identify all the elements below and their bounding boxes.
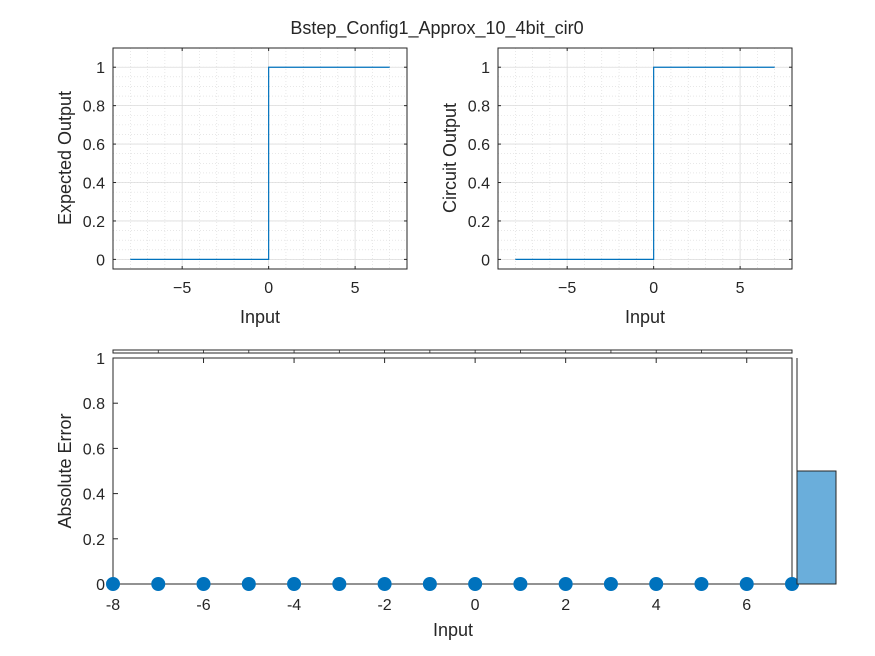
y-tick-label: 0.2 [83,532,105,549]
y-tick-label: 0 [481,252,490,269]
expected-output-step-line [130,66,390,260]
error-point [422,577,437,591]
error-histogram-bars [796,470,837,585]
x-tick-label: 2 [561,597,570,614]
y-tick-label: 1 [96,351,105,368]
expected-output-plot-box [112,47,408,270]
error-point [558,577,573,591]
x-tick-label: -6 [196,597,210,614]
absolute-error-plot-box [112,357,793,585]
y-tick-label: 0 [96,577,105,594]
expected-output-tick-labels: −5 0 5 0 0.2 0.4 0.6 0.8 1 [83,48,407,297]
figure-title: Bstep_Config1_Approx_10_4bit_cir0 [290,18,583,39]
y-tick-label: 0.8 [83,396,105,413]
expected-output-axes: −5 0 5 0 0.2 0.4 0.6 0.8 1 Input Expected Output [55,47,408,327]
y-tick-label: 0.6 [468,137,490,154]
x-tick-label: 4 [652,597,661,614]
error-point [649,577,664,591]
y-tick-label: 0.6 [83,441,105,458]
x-tick-label: 0 [649,280,658,297]
error-histogram-axes [796,358,837,585]
y-tick-label: 0.8 [83,99,105,116]
absolute-error-tick-labels: -8 -6 -4 -2 0 2 4 6 0 0.2 0.4 0.6 0.8 1 [83,350,793,614]
circuit-output-axes: −5 0 5 0 0.2 0.4 0.6 0.8 1 Input Circuit Output [440,47,793,327]
error-point [468,577,483,591]
y-tick-label: 0.2 [468,214,490,231]
x-tick-label: -4 [287,597,301,614]
circuit-output-plot-box [497,47,793,270]
absolute-error-ylabel: Absolute Error [55,413,75,528]
expected-output-ylabel: Expected Output [55,91,75,225]
error-point [196,577,211,591]
x-tick-label: −5 [558,280,576,297]
expected-output-series [130,66,390,260]
x-tick-label: 5 [736,280,745,297]
circuit-output-tick-labels: −5 0 5 0 0.2 0.4 0.6 0.8 1 [468,48,792,297]
circuit-output-ylabel: Circuit Output [440,103,460,213]
circuit-output-xlabel: Input [625,307,665,327]
x-tick-label: −5 [173,280,191,297]
error-point [106,577,120,591]
error-point [241,577,256,591]
x-tick-label: -2 [377,597,391,614]
circuit-output-step-line [515,66,775,260]
error-point [151,577,166,591]
error-point [694,577,709,591]
absolute-error-xlabel: Input [433,620,473,640]
y-tick-label: 0.4 [468,176,490,193]
y-tick-label: 1 [481,60,490,77]
circuit-output-series [515,66,775,260]
y-tick-label: 0.4 [83,176,105,193]
y-tick-label: 0.4 [83,487,105,504]
y-tick-label: 0 [96,252,105,269]
error-point [332,577,347,591]
y-tick-label: 0.8 [468,99,490,116]
histogram-bar [796,470,837,585]
x-tick-label: 5 [351,280,360,297]
y-tick-label: 0.2 [83,214,105,231]
x-tick-label: 0 [264,280,273,297]
x-tick-label: 0 [471,597,480,614]
error-point [513,577,528,591]
error-point [287,577,302,591]
x-tick-label: 6 [742,597,751,614]
absolute-error-axes: -8 -6 -4 -2 0 2 4 6 0 0.2 0.4 0.6 0.8 1 Input Absolut… [55,349,799,640]
error-point [377,577,392,591]
expected-output-xlabel: Input [240,307,280,327]
y-tick-label: 0.6 [83,137,105,154]
absolute-error-series [106,577,799,591]
error-point [603,577,618,591]
error-point [739,577,754,591]
y-tick-label: 1 [96,60,105,77]
x-tick-label: -8 [106,597,120,614]
